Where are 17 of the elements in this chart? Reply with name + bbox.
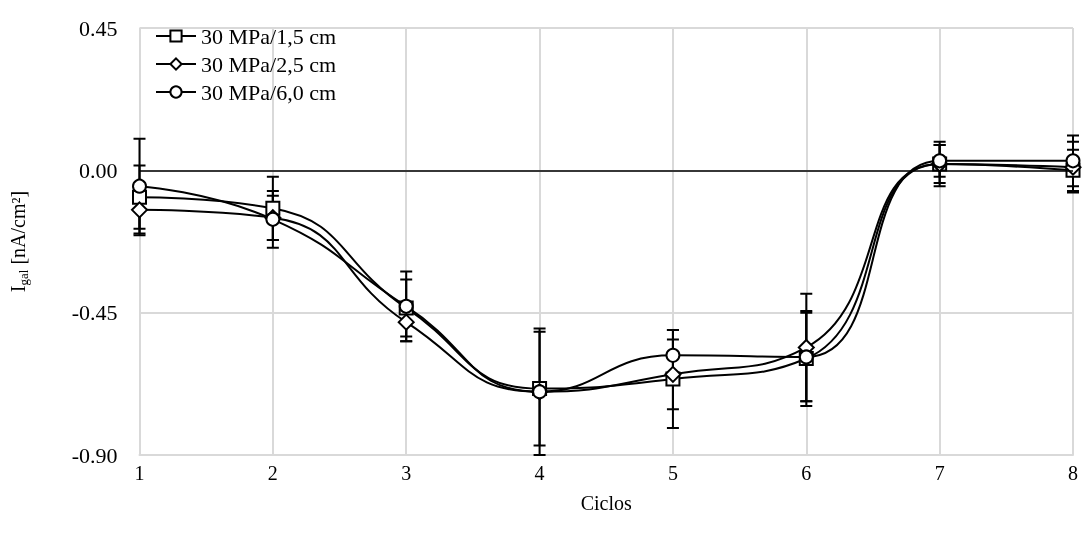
x-tick-label: 6 bbox=[801, 462, 812, 484]
legend-label: 30 MPa/6,0 cm bbox=[201, 79, 337, 105]
x-tick-label: 1 bbox=[134, 462, 145, 484]
y-tick-label: 0.45 bbox=[79, 15, 118, 41]
x-tick-label: 2 bbox=[267, 462, 278, 484]
legend-label: 30 MPa/2,5 cm bbox=[201, 51, 337, 77]
x-axis-title: Ciclos bbox=[580, 492, 633, 514]
x-tick-label: 8 bbox=[1068, 462, 1078, 484]
legend-label: 30 MPa/1,5 cm bbox=[201, 23, 337, 49]
x-tick-label: 7 bbox=[934, 462, 945, 484]
x-tick-label: 5 bbox=[667, 462, 678, 484]
y-axis-title: Igal [nA/cm²] bbox=[7, 190, 31, 293]
y-tick-label: -0.45 bbox=[71, 300, 118, 326]
x-tick-label: 4 bbox=[534, 462, 545, 484]
y-tick-label: -0.90 bbox=[71, 442, 118, 468]
y-tick-label: 0.00 bbox=[79, 157, 118, 183]
x-tick-label: 3 bbox=[401, 462, 412, 484]
